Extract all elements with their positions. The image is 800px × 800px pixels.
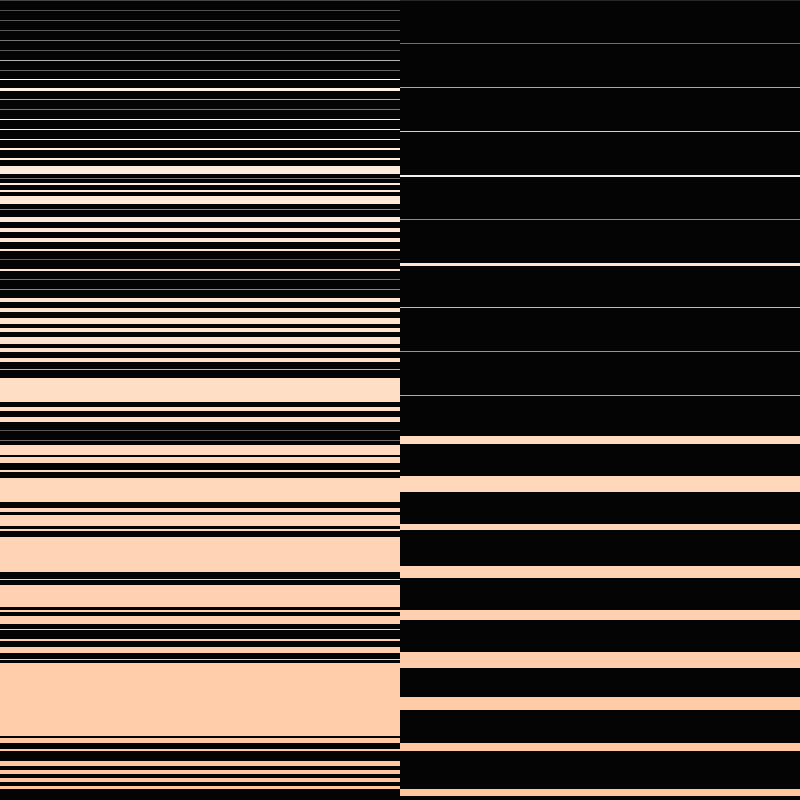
- stripe: [0, 470, 400, 472]
- stripe: [0, 60, 400, 61]
- stripe: [0, 400, 400, 402]
- stripe: [0, 50, 400, 51]
- stripe: [400, 131, 800, 132]
- stripe: [0, 279, 400, 280]
- stripe: [0, 196, 400, 204]
- stripe: [0, 369, 400, 370]
- stripe: [0, 70, 400, 71]
- stripe: [0, 663, 400, 736]
- stripe: [0, 738, 400, 743]
- stripe: [0, 129, 400, 130]
- stripe: [0, 629, 400, 630]
- stripe: [0, 407, 400, 411]
- stripe: [0, 190, 400, 192]
- stripe: [0, 647, 400, 653]
- stripe: [400, 789, 800, 796]
- stripe: [0, 40, 400, 41]
- stripe: [0, 749, 400, 751]
- stripe: [0, 440, 400, 441]
- stripe: [0, 478, 400, 502]
- stripe: [0, 249, 400, 251]
- stripe: [0, 348, 400, 352]
- stripe: [0, 778, 400, 782]
- stripe: [0, 430, 400, 431]
- stripe: [0, 320, 400, 324]
- stripe: [400, 175, 800, 177]
- stripe: [400, 476, 800, 492]
- stripe: [0, 88, 400, 91]
- stripe: [0, 259, 400, 260]
- right-stripe-panel: [400, 0, 800, 800]
- stripe: [400, 395, 800, 396]
- stripe: [0, 238, 400, 240]
- stripe: [0, 0, 400, 1]
- stripe: [0, 358, 400, 362]
- stripe: [0, 508, 400, 512]
- stripe: [0, 158, 400, 160]
- stripe: [0, 610, 400, 612]
- stripe: [0, 109, 400, 110]
- stripe: [0, 378, 400, 400]
- stripe: [0, 269, 400, 271]
- stripe: [400, 219, 800, 220]
- stripe: [400, 87, 800, 88]
- stripe: [0, 148, 400, 150]
- stripe: [0, 786, 400, 789]
- stripe: [0, 529, 400, 531]
- stripe: [400, 524, 800, 530]
- stripe: [0, 579, 400, 580]
- stripe: [0, 10, 400, 11]
- stripe: [0, 445, 400, 455]
- stripe: [0, 139, 400, 140]
- stripe: [0, 761, 400, 766]
- stripe: [400, 263, 800, 266]
- stripe: [0, 318, 400, 320]
- stripe: [400, 566, 800, 578]
- stripe: [0, 20, 400, 21]
- stripe: [0, 537, 400, 572]
- stripe: [0, 119, 400, 120]
- stripe: [0, 515, 400, 526]
- stripe: [0, 166, 400, 174]
- stripe: [0, 30, 400, 31]
- stripe: [0, 328, 400, 332]
- stripe: [0, 770, 400, 774]
- stripe: [0, 457, 400, 463]
- stripe: [0, 209, 400, 210]
- stripe: [0, 183, 400, 185]
- stripe: [0, 659, 400, 660]
- stripe: [0, 337, 400, 344]
- stripe: [400, 43, 800, 44]
- stripe: [400, 652, 800, 668]
- stripe: [400, 307, 800, 308]
- stripe: [0, 639, 400, 641]
- stripe: [400, 351, 800, 352]
- stripe: [0, 178, 400, 179]
- stripe: [0, 308, 400, 312]
- stripe: [0, 79, 400, 80]
- stripe: [400, 743, 800, 751]
- stripe: [0, 228, 400, 232]
- stripe: [400, 0, 800, 1]
- stripe: [0, 616, 400, 624]
- stripe: [400, 697, 800, 710]
- stripe: [0, 298, 400, 302]
- stripe: [0, 217, 400, 222]
- stripe: [0, 289, 400, 290]
- stripe: [0, 240, 400, 242]
- left-stripe-panel: [0, 0, 400, 789]
- stripe: [400, 436, 800, 444]
- stripe: [0, 99, 400, 100]
- stripe: [400, 610, 800, 620]
- stripe: [0, 585, 400, 607]
- stripe: [0, 417, 400, 422]
